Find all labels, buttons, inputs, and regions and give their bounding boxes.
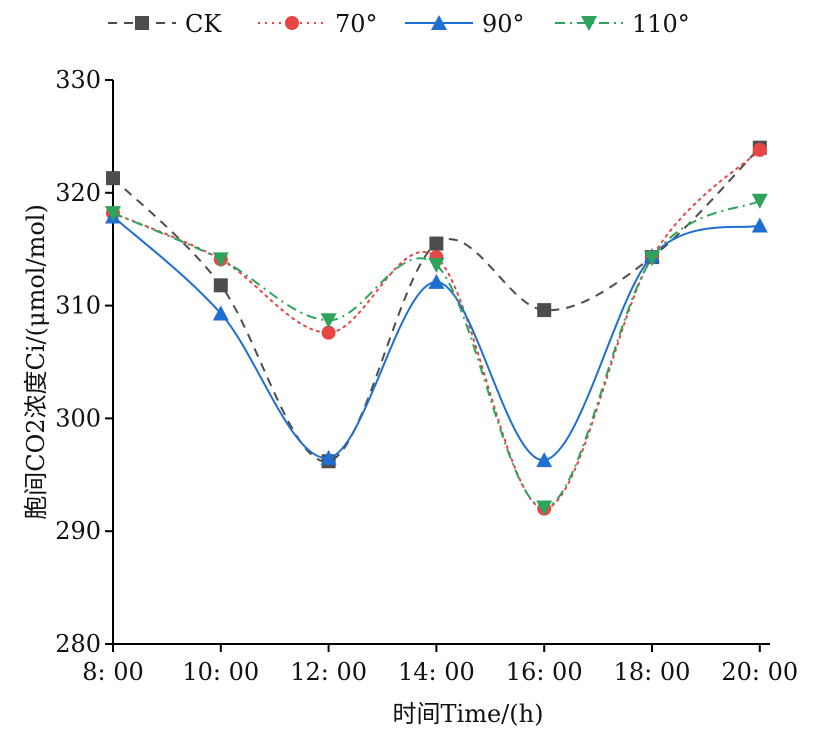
data-point (428, 273, 445, 289)
series-1 (106, 142, 767, 516)
data-point (213, 278, 228, 293)
x-tick-label: 16: 00 (506, 658, 583, 686)
series-3 (105, 193, 768, 516)
data-point (212, 305, 229, 321)
series-0 (106, 140, 767, 469)
legend-item: 70° (258, 10, 378, 38)
legend: CK 70° 90° 110° (108, 10, 690, 38)
y-axis-title: 胞间CO2浓度Ci/(μmol/mol) (22, 204, 50, 520)
y-tick-label: 330 (55, 66, 101, 94)
data-point (212, 252, 229, 268)
data-point (105, 206, 121, 222)
legend-marker (581, 16, 597, 31)
data-point (429, 236, 444, 251)
series-group (105, 140, 768, 516)
y-tick-label: 300 (55, 404, 101, 432)
legend-marker (431, 15, 447, 30)
data-point (428, 257, 445, 273)
legend-marker (285, 16, 299, 30)
data-point (644, 251, 660, 267)
y-tick-label: 310 (55, 292, 101, 320)
x-ticks: 8: 00 10: 00 12: 00 14: 00 16: 00 18: 00 20: 0… (82, 644, 798, 686)
legend-label: 70° (335, 10, 378, 38)
data-point (321, 325, 336, 340)
legend-item: 110° (555, 10, 690, 38)
series-line (112, 146, 761, 463)
x-tick-label: 20: 00 (721, 658, 798, 686)
data-point (751, 217, 768, 233)
x-tick-label: 12: 00 (290, 658, 367, 686)
x-axis-title: 时间Time/(h) (393, 700, 544, 728)
y-tick-label: 320 (55, 179, 101, 207)
data-point (320, 313, 337, 329)
data-point (320, 449, 337, 465)
series-line (112, 199, 761, 509)
axes (112, 80, 770, 645)
legend-marker (135, 16, 149, 30)
data-point (536, 452, 553, 468)
legend-item: CK (108, 10, 222, 38)
x-tick-label: 14: 00 (398, 658, 475, 686)
legend-label: 110° (632, 10, 690, 38)
data-point (752, 142, 767, 157)
data-point (106, 171, 120, 186)
data-point (751, 193, 768, 209)
y-tick-label: 280 (55, 630, 101, 658)
y-tick-label: 290 (55, 517, 101, 545)
data-point (536, 500, 553, 516)
legend-label: CK (185, 10, 222, 38)
legend-label: 90° (482, 10, 525, 38)
series-line (112, 148, 761, 510)
x-tick-label: 10: 00 (182, 658, 259, 686)
y-ticks: 280 290 300 310 320 330 (55, 66, 113, 658)
data-point (537, 303, 552, 318)
x-tick-label: 18: 00 (614, 658, 691, 686)
series-2 (105, 208, 768, 468)
legend-item: 90° (405, 10, 525, 38)
x-tick-label: 8: 00 (82, 658, 144, 686)
